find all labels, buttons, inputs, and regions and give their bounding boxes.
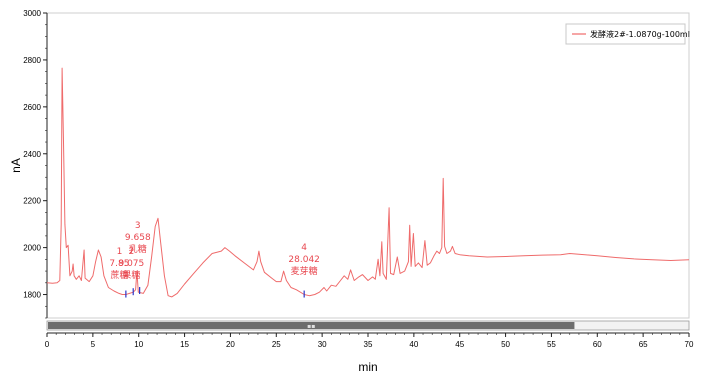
y-tick-label: 2400 xyxy=(23,150,41,159)
x-tick-label: 60 xyxy=(593,340,602,349)
plot-frame xyxy=(46,12,690,319)
series-line-0 xyxy=(46,67,690,298)
x-axis: 0 5 10 15 20 25 30 35 40 45 50 55 60 65 70 xyxy=(45,332,694,349)
peak-number: 1 xyxy=(117,247,123,257)
plot-area xyxy=(46,12,690,319)
peak-compound-name: 果糖 xyxy=(122,269,140,281)
x-tick-label: 15 xyxy=(180,340,189,349)
peak-retention-time: 9.075 xyxy=(118,259,144,269)
peak-compound-name: 麦芽糖 xyxy=(291,265,318,277)
x-tick-label: 40 xyxy=(409,340,418,349)
x-tick-label: 65 xyxy=(639,340,648,349)
peak-number: 4 xyxy=(301,243,307,253)
peak-compound-name: 乳糖 xyxy=(129,243,147,255)
peak-number: 3 xyxy=(135,221,141,231)
x-tick-label: 35 xyxy=(364,340,373,349)
legend: 发酵液2#-1.0870g-100ml xyxy=(565,23,690,45)
y-tick-label: 3000 xyxy=(23,9,41,18)
peak-compound-name: 蔗糖 xyxy=(110,269,128,281)
x-tick-label: 0 xyxy=(45,340,50,349)
y-axis-title: nA xyxy=(9,158,23,173)
y-tick-label: 2000 xyxy=(23,244,41,253)
legend-box xyxy=(565,23,686,45)
peak-retention-time: 28.042 xyxy=(288,255,320,265)
x-tick-label: 5 xyxy=(91,340,96,349)
time-scrollbar[interactable]: ▪▪ xyxy=(46,320,690,331)
y-tick-label: 2800 xyxy=(23,56,41,65)
x-tick-label: 30 xyxy=(318,340,327,349)
y-tick-label: 1800 xyxy=(23,291,41,300)
x-tick-label: 10 xyxy=(134,340,143,349)
y-axis: 1800 2000 2200 2400 2600 2800 3000 xyxy=(23,9,48,319)
y-tick-label: 2600 xyxy=(23,103,41,112)
x-tick-label: 45 xyxy=(455,340,464,349)
x-tick-label: 25 xyxy=(272,340,281,349)
x-tick-label: 20 xyxy=(226,340,235,349)
y-tick-label: 2200 xyxy=(23,197,41,206)
x-tick-label: 70 xyxy=(685,340,694,349)
legend-label: 发酵液2#-1.0870g-100ml xyxy=(590,29,690,39)
x-tick-label: 55 xyxy=(547,340,556,349)
x-tick-label: 50 xyxy=(501,340,510,349)
x-axis-title: min xyxy=(358,360,377,374)
scrollbar-grip[interactable]: ▪▪ xyxy=(307,323,315,330)
scrollbar-thumb[interactable] xyxy=(48,322,575,329)
peak-number: 2 xyxy=(129,247,135,257)
series-layer xyxy=(46,67,690,298)
peak-retention-time: 9.658 xyxy=(125,233,151,243)
peak-retention-time: 7.85 xyxy=(109,259,129,269)
